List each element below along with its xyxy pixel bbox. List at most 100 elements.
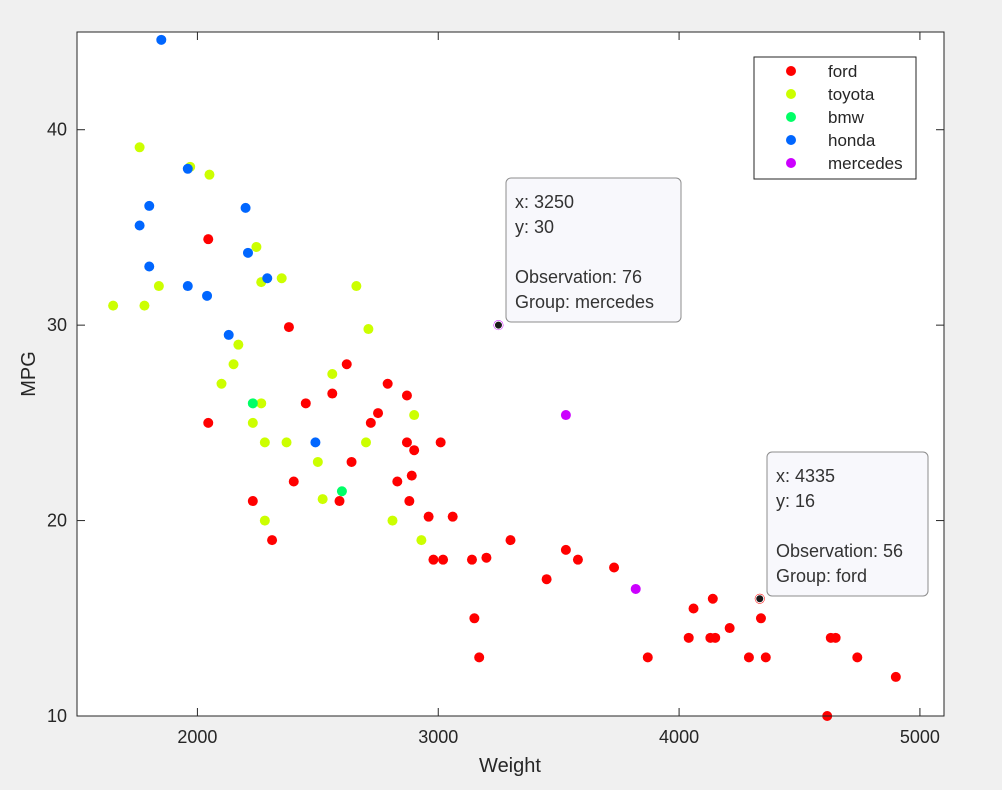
data-point-toyota[interactable]	[216, 378, 227, 389]
data-point-ford[interactable]	[300, 398, 311, 409]
data-point-toyota[interactable]	[409, 410, 420, 421]
data-point-ford[interactable]	[707, 593, 718, 604]
data-point-toyota[interactable]	[351, 281, 362, 292]
data-point-honda[interactable]	[144, 200, 155, 211]
data-point-toyota[interactable]	[251, 241, 262, 252]
data-point-ford[interactable]	[724, 623, 735, 634]
data-point-ford[interactable]	[334, 496, 345, 507]
data-point-honda[interactable]	[134, 220, 145, 231]
data-point-ford[interactable]	[346, 456, 357, 467]
data-point-ford[interactable]	[760, 652, 771, 663]
data-point-ford[interactable]	[474, 652, 485, 663]
datatip[interactable]: x: 4335 y: 16 Observation: 56 Group: ford	[755, 451, 929, 604]
data-point-toyota[interactable]	[327, 369, 338, 379]
data-point-toyota[interactable]	[256, 398, 267, 409]
legend-marker	[786, 112, 796, 122]
data-point-honda[interactable]	[242, 247, 253, 258]
legend-box	[753, 56, 917, 180]
data-point-toyota[interactable]	[361, 437, 371, 448]
data-point-toyota[interactable]	[139, 300, 150, 311]
datatip-box	[505, 177, 682, 323]
datatip[interactable]: x: 3250 y: 30 Observation: 76 Group: merced…	[493, 177, 682, 330]
data-point-ford[interactable]	[341, 359, 352, 370]
data-point-toyota[interactable]	[259, 515, 270, 526]
data-point-ford[interactable]	[466, 554, 477, 565]
data-point-ford[interactable]	[572, 554, 583, 565]
data-point-ford[interactable]	[438, 554, 449, 565]
data-point-bmw[interactable]	[247, 398, 258, 409]
data-point-ford[interactable]	[755, 613, 766, 624]
data-point-honda[interactable]	[310, 437, 321, 448]
data-point-ford[interactable]	[428, 554, 439, 565]
data-point-ford[interactable]	[401, 437, 412, 448]
data-point-ford[interactable]	[283, 322, 294, 333]
data-point-mercedes[interactable]	[630, 583, 641, 594]
data-point-honda[interactable]	[223, 329, 234, 340]
data-point-toyota[interactable]	[134, 142, 145, 153]
data-point-ford[interactable]	[609, 562, 620, 573]
data-point-ford[interactable]	[409, 445, 420, 456]
data-point-ford[interactable]	[642, 652, 653, 663]
data-point-ford[interactable]	[852, 652, 863, 663]
data-point-ford[interactable]	[541, 574, 552, 585]
data-point-ford[interactable]	[890, 671, 901, 682]
data-point-honda[interactable]	[202, 290, 213, 301]
data-point-ford[interactable]	[382, 378, 393, 389]
data-point-toyota[interactable]	[416, 535, 427, 546]
data-point-ford[interactable]	[505, 535, 516, 546]
legend-marker	[786, 135, 796, 145]
data-point-toyota[interactable]	[387, 515, 398, 526]
data-point-toyota[interactable]	[259, 437, 270, 448]
data-point-toyota[interactable]	[247, 417, 258, 428]
datatip-line: Group: mercedes	[515, 292, 654, 312]
data-point-ford[interactable]	[288, 476, 299, 487]
data-point-ford[interactable]	[710, 632, 721, 643]
data-point-ford[interactable]	[392, 476, 403, 487]
data-point-ford[interactable]	[327, 388, 338, 399]
data-point-ford[interactable]	[203, 417, 214, 428]
data-point-toyota[interactable]	[281, 437, 292, 448]
data-point-ford[interactable]	[247, 496, 258, 507]
data-point-ford[interactable]	[406, 470, 417, 481]
data-point-toyota[interactable]	[276, 273, 287, 284]
legend-label: bmw	[828, 108, 865, 127]
data-point-honda[interactable]	[144, 261, 155, 272]
data-point-ford[interactable]	[688, 603, 699, 614]
data-point-honda[interactable]	[182, 163, 193, 174]
legend-label: toyota	[828, 85, 875, 104]
x-tick-label: 4000	[659, 727, 699, 747]
data-point-ford[interactable]	[743, 652, 754, 663]
legend-label: honda	[828, 131, 876, 150]
data-point-ford[interactable]	[267, 535, 278, 546]
data-point-ford[interactable]	[365, 417, 376, 428]
data-point-honda[interactable]	[240, 202, 251, 213]
data-point-ford[interactable]	[683, 632, 694, 643]
data-point-bmw[interactable]	[336, 486, 347, 497]
data-point-ford[interactable]	[404, 496, 415, 507]
data-point-ford[interactable]	[447, 511, 458, 522]
data-point-toyota[interactable]	[108, 300, 119, 311]
data-point-toyota[interactable]	[233, 339, 244, 350]
data-point-ford[interactable]	[423, 511, 434, 522]
data-point-honda[interactable]	[182, 281, 193, 292]
data-point-honda[interactable]	[156, 34, 167, 45]
data-point-ford[interactable]	[469, 613, 480, 624]
data-point-toyota[interactable]	[228, 359, 239, 370]
data-point-ford[interactable]	[830, 632, 841, 643]
data-point-toyota[interactable]	[312, 456, 323, 467]
data-point-ford[interactable]	[401, 390, 412, 401]
data-point-ford[interactable]	[435, 437, 446, 448]
data-point-ford[interactable]	[373, 408, 384, 419]
data-point-toyota[interactable]	[153, 281, 164, 292]
data-point-ford[interactable]	[560, 544, 571, 555]
data-point-toyota[interactable]	[204, 169, 215, 180]
data-point-toyota[interactable]	[317, 494, 328, 505]
datatip-line: y: 16	[776, 491, 815, 511]
data-point-ford[interactable]	[481, 552, 492, 563]
legend-marker	[786, 66, 796, 76]
data-point-mercedes[interactable]	[560, 410, 571, 421]
data-point-toyota[interactable]	[363, 324, 374, 335]
legend[interactable]: ford toyota bmw honda mercedes	[753, 56, 917, 180]
data-point-honda[interactable]	[262, 273, 273, 284]
data-point-ford[interactable]	[203, 234, 214, 245]
